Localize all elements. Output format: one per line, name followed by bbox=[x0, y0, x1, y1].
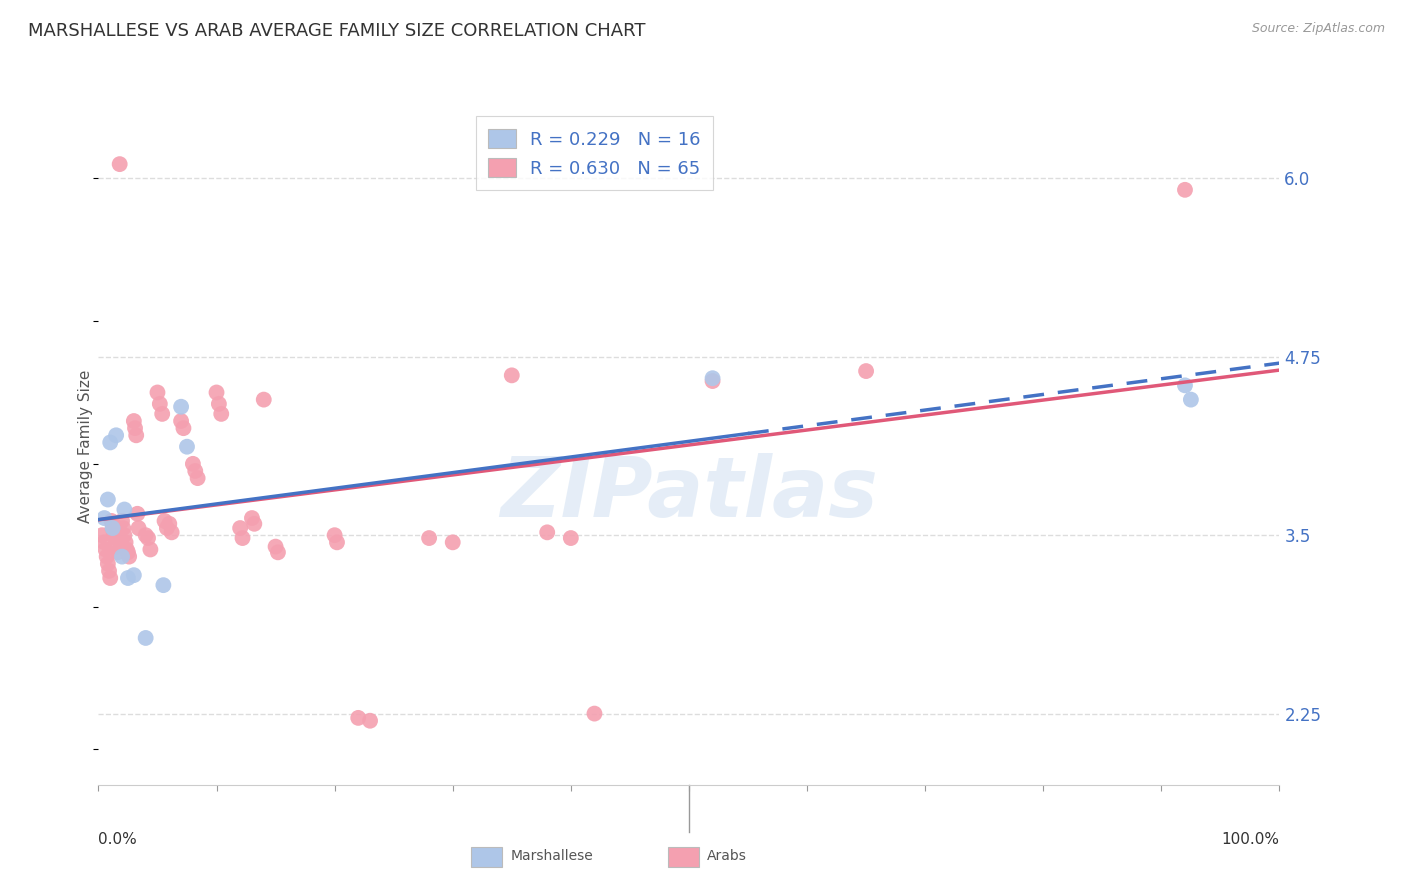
Point bbox=[560, 531, 582, 545]
Point bbox=[208, 397, 231, 411]
Point bbox=[501, 368, 523, 383]
Point bbox=[98, 435, 121, 450]
Point bbox=[153, 514, 176, 528]
Point bbox=[101, 521, 124, 535]
Point bbox=[156, 521, 179, 535]
Point bbox=[118, 549, 141, 564]
Point bbox=[152, 578, 174, 592]
Point bbox=[347, 711, 370, 725]
Point bbox=[128, 521, 150, 535]
Point bbox=[418, 531, 440, 545]
Point bbox=[139, 542, 162, 557]
Point bbox=[583, 706, 606, 721]
Point bbox=[176, 440, 198, 454]
Text: ZIPatlas: ZIPatlas bbox=[501, 453, 877, 534]
Point bbox=[122, 414, 145, 428]
Point bbox=[146, 385, 169, 400]
Point bbox=[98, 571, 121, 585]
Point bbox=[112, 528, 135, 542]
Point bbox=[702, 371, 724, 385]
Point bbox=[205, 385, 228, 400]
Point bbox=[107, 521, 129, 535]
Point bbox=[111, 549, 134, 564]
Point bbox=[441, 535, 464, 549]
Point bbox=[253, 392, 276, 407]
Point bbox=[112, 521, 135, 535]
Point bbox=[97, 492, 120, 507]
Point bbox=[93, 511, 115, 525]
Point bbox=[160, 525, 183, 540]
Point bbox=[127, 507, 149, 521]
Text: 0.0%: 0.0% bbox=[98, 832, 138, 847]
Point bbox=[125, 428, 148, 442]
Point bbox=[105, 540, 128, 554]
Point bbox=[536, 525, 558, 540]
Point bbox=[96, 549, 118, 564]
Text: Arabs: Arabs bbox=[707, 849, 747, 863]
Point bbox=[97, 557, 120, 571]
Point bbox=[135, 528, 157, 542]
Point bbox=[855, 364, 877, 378]
Point bbox=[1180, 392, 1202, 407]
Point bbox=[267, 545, 290, 559]
Point bbox=[93, 535, 115, 549]
Legend: R = 0.229   N = 16, R = 0.630   N = 65: R = 0.229 N = 16, R = 0.630 N = 65 bbox=[475, 116, 713, 190]
Point bbox=[136, 531, 159, 545]
Point bbox=[181, 457, 204, 471]
Y-axis label: Average Family Size: Average Family Size bbox=[77, 369, 93, 523]
Point bbox=[187, 471, 209, 485]
Point bbox=[172, 421, 194, 435]
Point bbox=[157, 516, 180, 531]
Point bbox=[170, 400, 193, 414]
Point bbox=[122, 568, 145, 582]
Text: Source: ZipAtlas.com: Source: ZipAtlas.com bbox=[1251, 22, 1385, 36]
Point bbox=[104, 531, 127, 545]
Point bbox=[112, 502, 135, 516]
Point bbox=[170, 414, 193, 428]
Point bbox=[231, 531, 253, 545]
Point bbox=[150, 407, 173, 421]
Point bbox=[149, 397, 172, 411]
Point bbox=[115, 542, 138, 557]
Point bbox=[91, 528, 114, 542]
Point bbox=[326, 535, 349, 549]
Point bbox=[100, 514, 122, 528]
Point bbox=[117, 571, 139, 585]
Point bbox=[103, 528, 125, 542]
Point bbox=[184, 464, 207, 478]
Point bbox=[702, 374, 724, 388]
Point bbox=[1174, 378, 1197, 392]
Text: 100.0%: 100.0% bbox=[1222, 832, 1279, 847]
Point bbox=[243, 516, 266, 531]
Point bbox=[1174, 183, 1197, 197]
Point bbox=[135, 631, 157, 645]
Point bbox=[101, 521, 124, 535]
Point bbox=[114, 535, 136, 549]
Text: MARSHALLESE VS ARAB AVERAGE FAMILY SIZE CORRELATION CHART: MARSHALLESE VS ARAB AVERAGE FAMILY SIZE … bbox=[28, 22, 645, 40]
Text: Marshallese: Marshallese bbox=[510, 849, 593, 863]
Point bbox=[124, 421, 146, 435]
Point bbox=[105, 428, 128, 442]
Point bbox=[108, 157, 131, 171]
Point bbox=[323, 528, 346, 542]
Point bbox=[209, 407, 232, 421]
Point bbox=[117, 545, 139, 559]
Point bbox=[111, 514, 134, 528]
Point bbox=[94, 542, 117, 557]
Point bbox=[229, 521, 252, 535]
Point bbox=[105, 545, 128, 559]
Point bbox=[240, 511, 263, 525]
Point bbox=[98, 564, 121, 578]
Point bbox=[264, 540, 287, 554]
Point bbox=[359, 714, 381, 728]
